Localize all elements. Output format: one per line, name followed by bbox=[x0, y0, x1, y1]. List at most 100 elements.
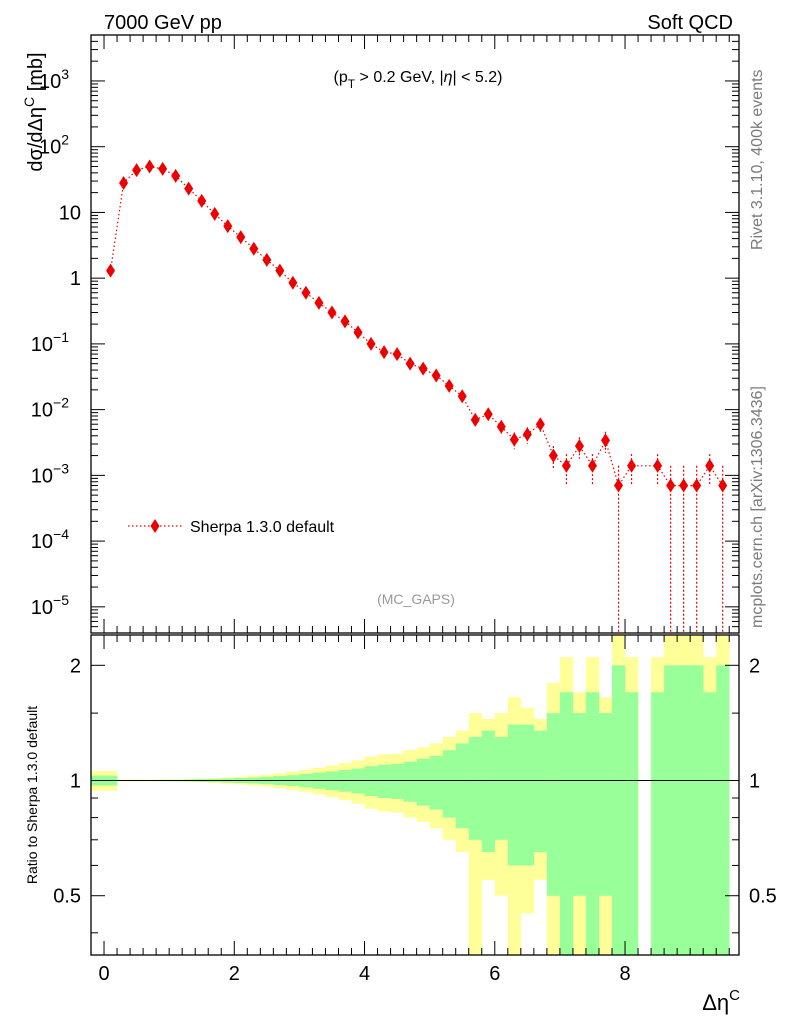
ratio-bands bbox=[91, 635, 730, 955]
data-point bbox=[158, 161, 168, 176]
data-point bbox=[379, 345, 389, 360]
data-point bbox=[470, 412, 480, 427]
data-point bbox=[535, 417, 545, 432]
data-point bbox=[496, 419, 506, 434]
data-point bbox=[275, 263, 285, 278]
x-axis-label: ΔηC bbox=[702, 987, 740, 1015]
data-point bbox=[262, 252, 272, 267]
ratio-band-bin bbox=[468, 736, 483, 840]
data-point bbox=[548, 448, 558, 463]
data-point bbox=[627, 458, 637, 473]
ratio-y-tick-label-right: 0.5 bbox=[749, 886, 777, 908]
data-point bbox=[405, 356, 415, 371]
y-tick-label: 103 bbox=[39, 66, 69, 93]
y-tick-label: 102 bbox=[39, 132, 69, 159]
x-tick-label: 4 bbox=[359, 963, 370, 985]
x-tick-label: 8 bbox=[619, 963, 630, 985]
y-tick-label: 10−1 bbox=[31, 329, 69, 356]
ratio-y-tick-label: 2 bbox=[70, 655, 81, 677]
y-tick-label: 10−3 bbox=[31, 460, 69, 487]
legend-marker bbox=[150, 519, 160, 533]
data-point bbox=[614, 478, 624, 493]
ratio-band-bin bbox=[455, 743, 470, 829]
data-point bbox=[600, 433, 610, 448]
ratio-band-bin bbox=[507, 724, 522, 866]
ratio-band-bin bbox=[364, 766, 378, 797]
data-point bbox=[718, 478, 728, 493]
ratio-band-bin bbox=[612, 665, 626, 955]
data-point bbox=[431, 368, 441, 383]
data-point bbox=[119, 176, 129, 191]
ratio-band-bin bbox=[416, 758, 430, 806]
data-point bbox=[314, 295, 324, 310]
data-point bbox=[171, 168, 181, 183]
analysis-tag: (MC_GAPS) bbox=[377, 591, 455, 607]
data-point bbox=[561, 458, 571, 473]
data-point bbox=[418, 361, 428, 376]
data-point bbox=[587, 458, 597, 473]
ratio-band-bin bbox=[377, 764, 391, 799]
y-tick-label: 10−5 bbox=[31, 592, 69, 619]
data-point bbox=[145, 159, 155, 174]
ratio-band-bin bbox=[664, 665, 678, 955]
x-tick-label: 2 bbox=[229, 963, 240, 985]
header-right-label: Soft QCD bbox=[647, 12, 733, 34]
x-tick-label: 0 bbox=[98, 963, 109, 985]
ratio-y-axis-label: Ratio to Sherpa 1.3.0 default bbox=[24, 706, 40, 884]
data-point bbox=[210, 206, 220, 221]
data-point bbox=[184, 181, 194, 196]
ratio-band-bin bbox=[403, 761, 417, 802]
ratio-band-bin bbox=[651, 692, 665, 955]
data-point bbox=[301, 285, 311, 300]
ratio-band-bin bbox=[572, 713, 587, 896]
data-point bbox=[327, 305, 337, 320]
ratio-band-bin bbox=[677, 665, 691, 955]
legend-label: Sherpa 1.3.0 default bbox=[190, 519, 335, 536]
ratio-band-bin bbox=[598, 713, 613, 896]
data-point bbox=[509, 432, 519, 447]
data-point bbox=[692, 478, 702, 493]
data-point bbox=[457, 389, 467, 404]
ratio-y-tick-label-right: 2 bbox=[749, 655, 760, 677]
ratio-band-bin bbox=[559, 692, 574, 955]
ratio-band-bin bbox=[690, 665, 704, 955]
ratio-band-bin bbox=[390, 763, 404, 799]
ratio-band-bin bbox=[716, 665, 730, 955]
ratio-y-tick-label: 0.5 bbox=[53, 886, 81, 908]
y-tick-label: 10−2 bbox=[31, 395, 69, 422]
data-point bbox=[197, 193, 207, 208]
ratio-band-bin bbox=[429, 755, 443, 810]
data-point bbox=[392, 347, 402, 362]
ratio-band-bin bbox=[520, 724, 535, 866]
data-point bbox=[366, 336, 376, 351]
data-point bbox=[236, 230, 246, 245]
legend: Sherpa 1.3.0 default bbox=[128, 519, 335, 536]
data-point bbox=[288, 275, 298, 290]
cut-label: (pT > 0.2 GeV, |η| < 5.2) bbox=[334, 69, 503, 91]
data-point bbox=[353, 325, 363, 340]
rivet-label: Rivet 3.1.10, 400k events bbox=[749, 69, 766, 250]
ratio-band-bin bbox=[442, 750, 457, 818]
data-point bbox=[653, 458, 663, 473]
series-line bbox=[109, 165, 724, 488]
data-point bbox=[340, 314, 350, 329]
data-point bbox=[679, 478, 689, 493]
main-frame bbox=[90, 34, 740, 634]
y-tick-label: 10 bbox=[59, 202, 81, 224]
data-point bbox=[444, 378, 454, 393]
main-series bbox=[106, 159, 728, 633]
y-tick-label: 10−4 bbox=[31, 526, 69, 553]
data-point bbox=[483, 407, 493, 422]
x-tick-label: 6 bbox=[489, 963, 500, 985]
main-axes: 10−5 10−4 10−3 10−2 10−1 1 10 102 103 bbox=[31, 34, 739, 634]
ratio-band-bin bbox=[703, 692, 717, 955]
mcplots-label: mcplots.cern.ch [arXiv:1306.3436] bbox=[749, 386, 766, 628]
data-point bbox=[666, 478, 676, 493]
ratio-band-bin bbox=[585, 692, 600, 955]
data-point bbox=[705, 458, 715, 473]
data-point bbox=[249, 241, 259, 256]
data-point bbox=[106, 263, 116, 278]
data-point bbox=[132, 163, 142, 178]
